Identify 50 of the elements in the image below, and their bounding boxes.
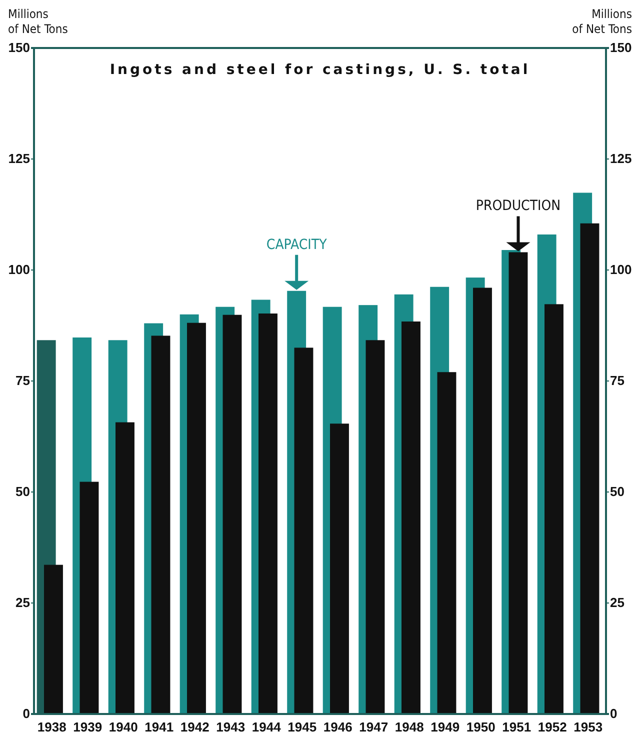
x-tick-label: 1941 <box>144 719 174 734</box>
x-tick-label: 1945 <box>288 719 317 734</box>
bar <box>294 348 314 714</box>
x-tick-label: 1942 <box>180 719 210 734</box>
x-tick-label: 1938 <box>37 719 66 734</box>
bar <box>187 322 206 714</box>
bar <box>330 424 349 714</box>
bar <box>116 422 134 714</box>
y2-tick-label: 75 <box>610 373 624 388</box>
annotation: PRODUCTION <box>476 198 561 214</box>
y2-tick-label: 125 <box>610 151 632 166</box>
y-tick-label: 100 <box>8 262 30 278</box>
y2-tick-label: 50 <box>610 484 624 500</box>
bar <box>258 314 278 714</box>
bar <box>80 482 99 714</box>
x-tick-label: 1953 <box>574 719 603 734</box>
x-tick-label: 1950 <box>466 719 496 734</box>
annotation: CAPACITY <box>266 236 328 253</box>
y2-axis-title: Millions of Net Tons <box>572 7 632 36</box>
y-tick-label: 0 <box>22 706 30 722</box>
y-axis-title: Millions of Net Tons <box>8 7 68 36</box>
y2-tick-label: 100 <box>610 262 632 278</box>
x-tick-label: 1940 <box>108 719 138 734</box>
bar <box>402 322 420 714</box>
bar <box>366 340 385 714</box>
y2-tick-label: 25 <box>610 595 624 610</box>
y-tick-label: 50 <box>16 484 30 500</box>
x-tick-label: 1943 <box>216 719 246 734</box>
bar <box>44 564 63 714</box>
x-tick-label: 1947 <box>359 719 388 734</box>
x-tick-label: 1946 <box>323 719 352 734</box>
y2-tick-label: 0 <box>610 706 618 722</box>
bar <box>473 288 492 714</box>
x-tick-label: 1949 <box>430 719 460 734</box>
x-tick-label: 1952 <box>538 719 567 734</box>
x-tick-label: 1944 <box>252 719 282 734</box>
text: Ingots and steel for castings, U. S. total <box>110 62 530 78</box>
y-tick-label: 75 <box>16 373 30 388</box>
x-tick-label: 1951 <box>502 719 532 734</box>
x-tick-label: 1939 <box>73 719 102 734</box>
y-tick-label: 125 <box>8 151 30 166</box>
bar <box>580 223 600 714</box>
bar <box>151 336 170 714</box>
x-tick-label: 1948 <box>394 719 424 734</box>
y-tick-label: 25 <box>16 595 30 610</box>
bar <box>222 314 242 714</box>
bar <box>437 372 456 714</box>
bar <box>544 304 564 714</box>
y2-tick-label: 150 <box>610 40 632 56</box>
y-tick-label: 150 <box>8 40 30 56</box>
